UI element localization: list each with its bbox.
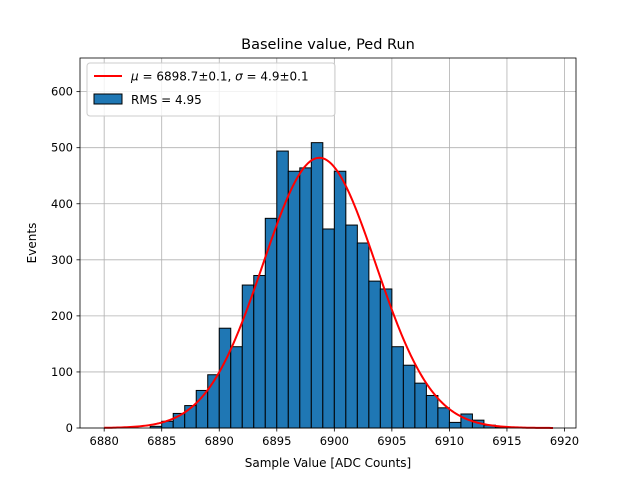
legend-rms-label: RMS = 4.95 (131, 93, 202, 107)
x-tick-label: 6895 (262, 434, 291, 448)
histogram-bar (287, 170, 301, 429)
histogram-bar (299, 167, 312, 429)
axes-frame (79, 57, 577, 429)
histogram-bar (253, 275, 266, 429)
x-tick-label: 6910 (435, 434, 464, 448)
histogram-bar (356, 242, 370, 429)
histogram-bar (218, 327, 232, 429)
histogram-bar (345, 224, 358, 429)
histogram-bar (333, 170, 347, 429)
histogram-bar (230, 346, 243, 429)
y-axis-ticks: 0 100 200 300 400 500 600 (51, 85, 80, 435)
y-tick-label: 600 (51, 85, 73, 99)
x-tick-label: 6880 (90, 434, 119, 448)
x-axis-ticks: 6880 6885 6890 6895 6900 6905 6910 6915 6920 (90, 428, 579, 448)
histogram-bar (437, 407, 450, 429)
histogram-bar (425, 394, 439, 429)
legend: μ = 6898.7±0.1, σ = 4.9±0.1 RMS = 4.95 (86, 62, 336, 117)
y-tick-label: 400 (51, 197, 73, 211)
legend-fit-label: μ = 6898.7±0.1, σ = 4.9±0.1 (130, 70, 309, 84)
histogram-bar (391, 346, 404, 429)
x-tick-label: 6920 (550, 434, 579, 448)
y-tick-label: 300 (51, 253, 73, 267)
histogram-bar (379, 288, 393, 429)
histogram-bar (414, 382, 427, 429)
histogram-bar (448, 421, 462, 429)
x-tick-label: 6905 (377, 434, 406, 448)
histogram-bar (310, 142, 324, 429)
x-tick-label: 6885 (147, 434, 176, 448)
chart-title: Baseline value, Ped Run (241, 37, 415, 53)
histogram-bar (402, 364, 416, 429)
y-axis-label: Events (25, 223, 39, 264)
x-tick-label: 6890 (205, 434, 234, 448)
fit-curve-layer (104, 156, 553, 429)
legend-histogram-swatch (93, 93, 123, 105)
y-tick-label: 0 (66, 421, 73, 435)
histogram-bar (276, 150, 289, 429)
x-axis-label: Sample Value [ADC Counts] (245, 456, 411, 470)
x-tick-label: 6915 (492, 434, 521, 448)
gaussian-fit-curve (104, 156, 553, 429)
x-tick-label: 6900 (320, 434, 349, 448)
y-tick-label: 200 (51, 309, 73, 323)
histogram-bar (368, 280, 381, 429)
legend-box (86, 62, 336, 117)
y-tick-label: 100 (51, 365, 73, 379)
y-tick-label: 500 (51, 141, 73, 155)
histogram-bar (322, 228, 335, 429)
histogram-bars (149, 142, 508, 429)
